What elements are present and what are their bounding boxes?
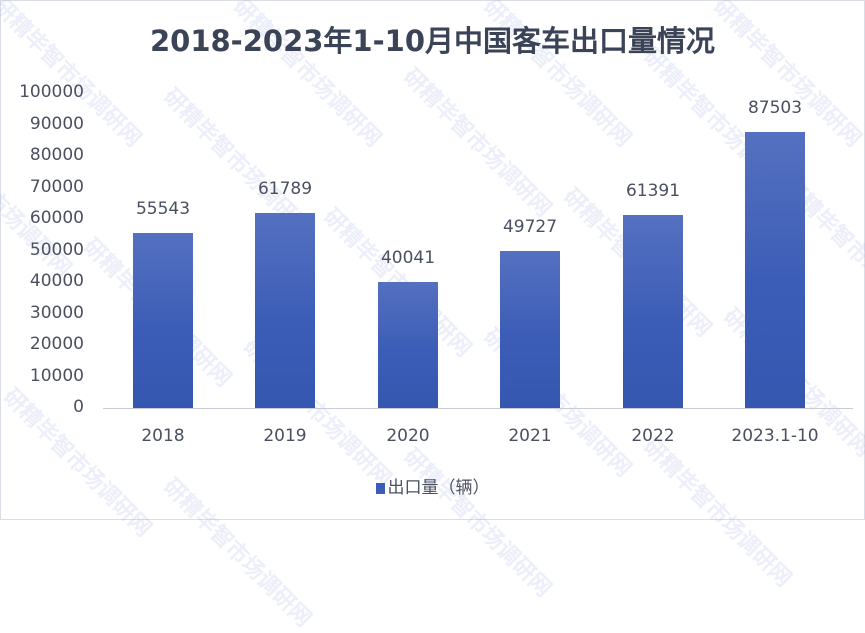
- bar-2021: [500, 251, 560, 408]
- x-tick-label: 2022: [631, 426, 675, 446]
- y-tick-label: 30000: [29, 302, 84, 323]
- data-label: 49727: [502, 217, 558, 238]
- bar-2020: [378, 281, 438, 408]
- bar-2022: [623, 214, 683, 408]
- data-label: 61789: [257, 179, 313, 200]
- x-tick-label: 2023.1-10: [731, 426, 819, 446]
- data-label: 61391: [625, 180, 681, 201]
- y-tick-label: 90000: [29, 113, 84, 134]
- legend-label: 出口量（辆）: [387, 478, 490, 498]
- x-axis-line: [103, 408, 853, 409]
- legend: 出口量（辆）: [0, 473, 865, 498]
- y-tick-label: 100000: [19, 82, 84, 102]
- data-label: 40041: [380, 247, 436, 268]
- bar-2023.1-10: [745, 132, 805, 408]
- bar-2018: [133, 233, 193, 408]
- chart-title: 2018-2023年1-10月中国客车出口量情况: [149, 24, 716, 58]
- y-tick-label: 50000: [29, 239, 84, 260]
- x-tick-label: 2019: [263, 426, 307, 446]
- data-label: 87503: [747, 98, 803, 119]
- legend-swatch: [375, 483, 385, 494]
- x-tick-label: 2020: [386, 426, 430, 446]
- y-tick-label: 0: [73, 397, 84, 417]
- data-label: 55543: [135, 199, 191, 220]
- y-tick-label: 20000: [29, 334, 84, 354]
- y-tick-label: 60000: [29, 208, 84, 228]
- y-tick-label: 40000: [29, 271, 84, 291]
- x-tick-label: 2021: [508, 426, 552, 446]
- bar-2019: [255, 213, 315, 408]
- y-tick-label: 10000: [29, 365, 84, 386]
- y-tick-label: 80000: [29, 145, 84, 165]
- x-tick-label: 2018: [141, 426, 185, 446]
- y-tick-label: 70000: [29, 176, 84, 197]
